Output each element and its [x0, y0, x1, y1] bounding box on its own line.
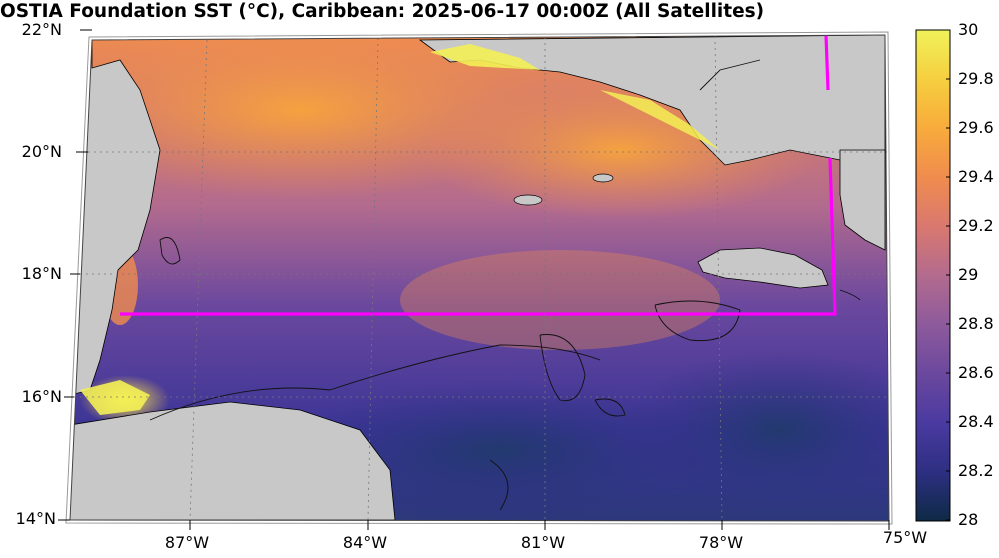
region-boundary	[120, 35, 837, 316]
sst-field	[70, 35, 889, 521]
lat-label-22n: 22°N	[21, 20, 62, 39]
lon-label-84w: 84°W	[342, 533, 388, 552]
haiti-land	[839, 149, 886, 251]
depth-contours	[149, 59, 861, 511]
colorbar-tick-28-6: 28.6	[958, 363, 994, 382]
graticule	[74, 35, 888, 521]
map-title: OSTIA Foundation SST (°C), Caribbean: 20…	[0, 1, 765, 22]
colorbar	[915, 29, 951, 522]
jamaica-land	[697, 247, 829, 289]
lon-label-81w: 81°W	[520, 533, 566, 552]
colorbar-ticks	[946, 29, 950, 521]
colorbar-tick-28: 28	[958, 510, 979, 529]
colorbar-tick-29-8: 29.8	[958, 69, 994, 88]
lon-label-78w: 78°W	[698, 533, 744, 552]
colorbar-tick-28-2: 28.2	[958, 461, 994, 480]
yucatan-land	[70, 39, 161, 396]
lat-label-14n: 14°N	[15, 509, 56, 528]
lon-label-87w: 87°W	[164, 533, 210, 552]
colorbar-tick-29-4: 29.4	[958, 167, 994, 186]
colorbar-tick-29: 29	[958, 265, 979, 284]
lat-label-16n: 16°N	[21, 387, 62, 406]
colorbar-tick-29-2: 29.2	[958, 216, 994, 235]
colorbar-tick-29-6: 29.6	[958, 118, 994, 137]
lat-label-18n: 18°N	[21, 264, 62, 283]
colorbar-tick-30: 30	[958, 20, 979, 39]
colorbar-tick-28-4: 28.4	[958, 412, 994, 431]
lon-label-75w: 75°W	[882, 528, 928, 547]
lat-label-20n: 20°N	[21, 142, 62, 161]
colorbar-tick-28-8: 28.8	[958, 314, 994, 333]
